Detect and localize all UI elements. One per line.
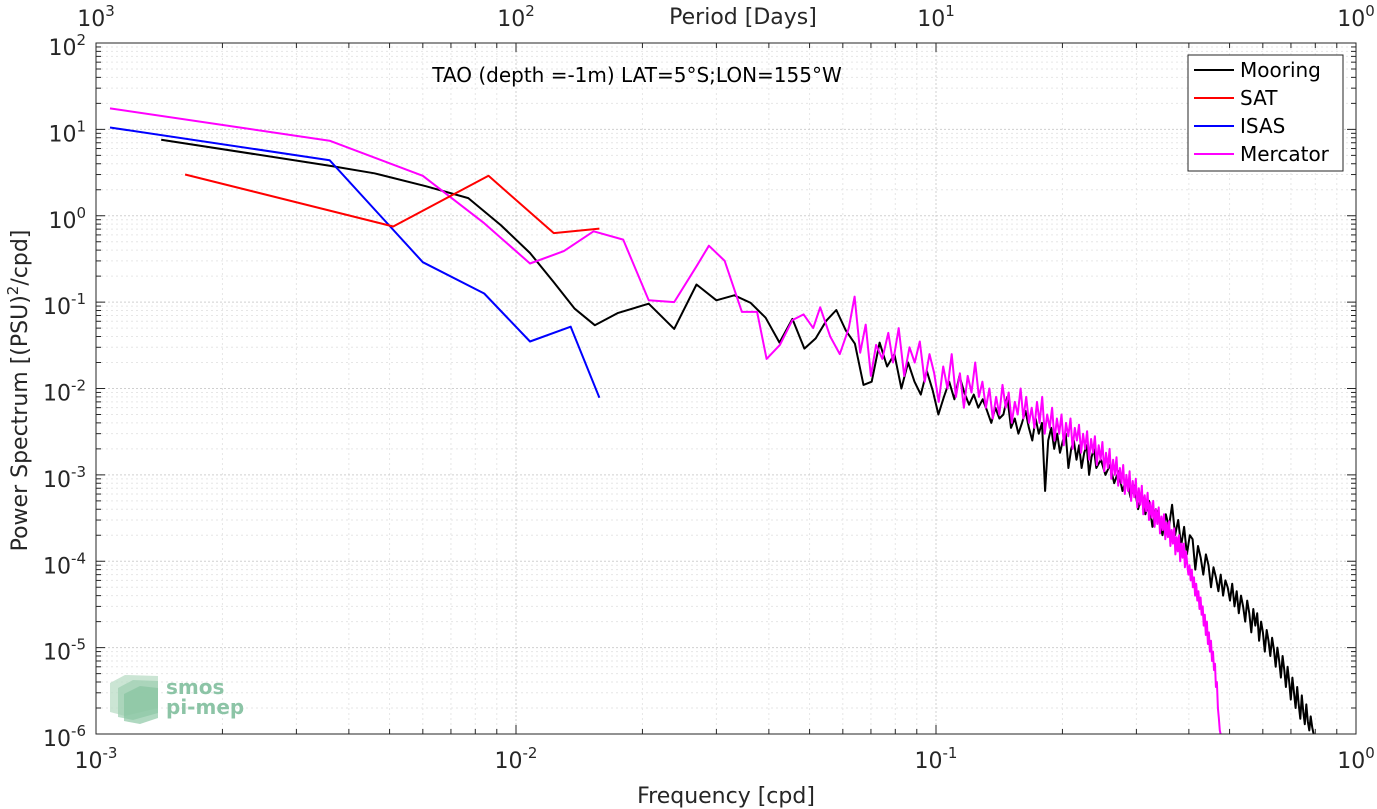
y-tick-label: 10-5 [43, 636, 86, 666]
x-tick-label-base: 10 [915, 749, 943, 774]
y-tick-label-base: 10 [48, 36, 76, 61]
x-tick-label-exp: 0 [1365, 744, 1375, 762]
x-tick-label-exp: -1 [943, 744, 958, 762]
y-axis-label-main: Power Spectrum [(PSU) [8, 295, 33, 551]
smos-pi-mep-logo: smos pi-mep [110, 675, 244, 724]
y-tick-label: 10-1 [43, 290, 86, 320]
x-tick-label: 10-1 [915, 744, 958, 774]
y-axis-label-sup: 2 [4, 286, 22, 296]
y-tick-label-exp: 1 [76, 117, 86, 135]
chart-title: TAO (depth =-1m) LAT=5°S;LON=155°W [431, 63, 842, 87]
series-layer [109, 107, 1315, 735]
x-tick-label-exp: -2 [523, 744, 538, 762]
y-tick-label-base: 10 [43, 554, 71, 579]
minor-grid [96, 43, 1356, 734]
x-tick-label-exp: -3 [103, 744, 118, 762]
x-tick-label: 10-2 [495, 744, 538, 774]
y-tick-label-base: 10 [43, 727, 71, 752]
y-tick-label-base: 10 [43, 641, 71, 666]
top-tick-label-base: 10 [77, 7, 105, 32]
y-tick-label-exp: -6 [71, 722, 86, 740]
x-tick-label-base: 10 [495, 749, 523, 774]
y-tick-label: 10-3 [43, 463, 86, 493]
y-tick-label-exp: -5 [71, 636, 86, 654]
top-tick-label: 100 [1337, 2, 1375, 32]
top-tick-label-base: 10 [1337, 7, 1365, 32]
y-tick-label-base: 10 [48, 209, 76, 234]
y-tick-label-exp: -2 [71, 377, 86, 395]
legend-box [1187, 54, 1344, 172]
y-tick-label-exp: -4 [71, 549, 86, 567]
top-tick-label-base: 10 [917, 7, 945, 32]
legend-label-sat: SAT [1240, 86, 1278, 110]
legend: Mooring SAT ISAS Mercator [1187, 54, 1344, 172]
y-axis-label-tail: /cpd] [8, 230, 33, 286]
y-tick-label-base: 10 [43, 382, 71, 407]
top-tick-label-base: 10 [497, 7, 525, 32]
top-tick-label-exp: 1 [945, 2, 955, 20]
x-tick-label-base: 10 [1337, 749, 1365, 774]
logo-text-pi-mep: pi-mep [166, 695, 244, 719]
series-line-mercator [109, 107, 1222, 735]
y-tick-label-exp: -1 [71, 290, 86, 308]
series-line-isas [109, 126, 601, 399]
top-tick-label: 101 [917, 2, 955, 32]
legend-label-isas: ISAS [1240, 114, 1285, 138]
y-axis-label: Power Spectrum [(PSU)2/cpd] [4, 230, 33, 552]
y-tick-label: 100 [48, 204, 86, 234]
series-line-sat [184, 173, 600, 235]
x-tick-label-base: 10 [75, 749, 103, 774]
major-grid [95, 42, 1357, 735]
y-tick-label: 10-4 [43, 549, 86, 579]
top-tick-label: 102 [497, 2, 535, 32]
y-tick-label-base: 10 [43, 295, 71, 320]
top-tick-label: 103 [77, 2, 115, 32]
y-tick-label: 101 [48, 117, 86, 147]
legend-label-mooring: Mooring [1240, 58, 1321, 82]
y-tick-label: 10-2 [43, 377, 86, 407]
logo-layers-icon [110, 675, 158, 724]
y-tick-label-exp: 0 [76, 204, 86, 222]
top-axis-label: Period [Days] [669, 5, 817, 30]
top-tick-label-exp: 3 [105, 2, 115, 20]
logo-text-smos: smos [166, 675, 224, 699]
x-tick-label: 10-3 [75, 744, 118, 774]
y-tick-label: 102 [48, 31, 86, 61]
tick-marks [95, 42, 1357, 735]
y-tick-label-exp: 2 [76, 31, 86, 49]
y-tick-label-exp: -3 [71, 463, 86, 481]
x-tick-label: 100 [1337, 744, 1375, 774]
top-tick-label-exp: 0 [1365, 2, 1375, 20]
y-tick-label-base: 10 [48, 122, 76, 147]
legend-label-mercator: Mercator [1240, 142, 1330, 166]
y-tick-label: 10-6 [43, 722, 86, 752]
y-tick-label-base: 10 [43, 468, 71, 493]
x-axis-label: Frequency [cpd] [637, 784, 815, 809]
top-tick-label-exp: 2 [525, 2, 535, 20]
